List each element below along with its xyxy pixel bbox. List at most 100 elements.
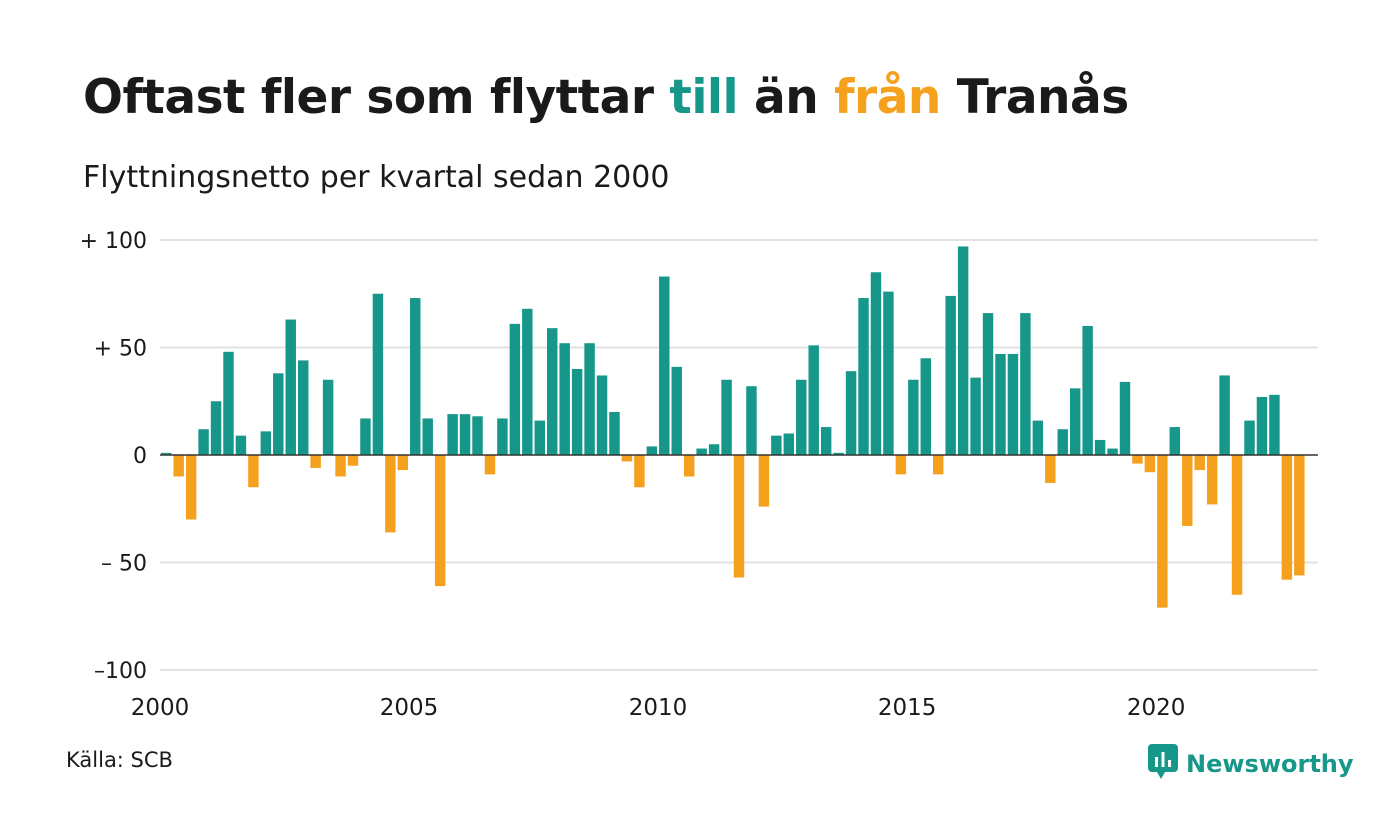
brand-name: Newsworthy <box>1186 750 1354 778</box>
bar-2018K4 <box>1094 439 1106 455</box>
bar-2022K3 <box>1281 455 1293 580</box>
bar-2001K2 <box>223 351 234 455</box>
y-axis-ticks: + 100 + 50 0 – 50 –100 <box>80 229 147 684</box>
bar-2020K4 <box>1194 455 1205 471</box>
bar-2003K3 <box>335 455 346 477</box>
bar-2009K4 <box>646 446 658 455</box>
title-word-fran: från <box>834 70 941 125</box>
bar-2005K3 <box>434 455 446 587</box>
bar-2015K1 <box>908 379 919 455</box>
bar-2020K1 <box>1157 455 1168 608</box>
bar-2021K3 <box>1231 455 1243 595</box>
bar-2006K4 <box>497 418 508 455</box>
bar-2017K4 <box>1045 455 1056 483</box>
bar-2005K1 <box>410 298 421 455</box>
bar-2016K1 <box>957 246 969 455</box>
bar-2002K4 <box>297 360 309 455</box>
bar-2011K3 <box>733 455 745 578</box>
bar-2022K4 <box>1294 455 1305 576</box>
title-part-1: Oftast fler som flyttar <box>83 70 670 125</box>
bar-2001K1 <box>210 401 222 455</box>
bar-2014K2 <box>870 272 882 455</box>
bar-2008K4 <box>596 375 608 455</box>
bar-2020K3 <box>1182 455 1193 526</box>
bar-2005K4 <box>447 414 458 455</box>
bar-2017K1 <box>1007 353 1019 455</box>
bar-2010K1 <box>659 276 670 455</box>
bar-2001K4 <box>248 455 259 488</box>
bar-2007K1 <box>509 323 521 455</box>
bar-2004K4 <box>397 455 409 471</box>
bar-2015K4 <box>945 295 956 455</box>
bar-2011K4 <box>746 386 757 455</box>
bar-2006K3 <box>484 455 496 475</box>
bar-2016K4 <box>995 353 1006 455</box>
x-tick-label: 2005 <box>380 695 439 721</box>
y-tick-label: –100 <box>94 659 147 684</box>
bar-2000K2 <box>173 455 184 477</box>
x-tick-label: 2020 <box>1127 695 1186 721</box>
bar-2002K3 <box>285 319 296 455</box>
x-tick-label: 2010 <box>629 695 688 721</box>
bar-2014K3 <box>883 291 894 455</box>
bar-2014K1 <box>858 298 869 455</box>
bar-2006K2 <box>472 416 483 455</box>
bar-2013K2 <box>820 427 832 455</box>
bar-2004K2 <box>372 293 384 455</box>
bar-2019K1 <box>1107 448 1118 455</box>
bar-2003K2 <box>322 379 334 455</box>
bar-2010K4 <box>696 448 707 455</box>
bar-2019K4 <box>1144 455 1156 473</box>
bar-2016K2 <box>970 377 981 455</box>
bar-2018K1 <box>1057 429 1068 455</box>
bar-2002K2 <box>273 373 284 455</box>
bar-2015K3 <box>933 455 944 475</box>
x-tick-label: 2000 <box>131 695 190 721</box>
bar-2013K1 <box>808 345 819 455</box>
bar-2020K2 <box>1169 427 1181 455</box>
bar-2000K1 <box>161 452 172 455</box>
y-tick-label: + 50 <box>94 337 147 362</box>
bar-2006K1 <box>459 414 471 455</box>
bar-2001K3 <box>235 435 247 455</box>
title-word-till: till <box>669 70 739 125</box>
chart-subtitle: Flyttningsnetto per kvartal sedan 2000 <box>83 160 670 195</box>
source-note: Källa: SCB <box>66 748 173 772</box>
bar-2013K4 <box>845 371 857 455</box>
bar-2019K2 <box>1119 381 1131 455</box>
bar-2021K1 <box>1206 455 1218 505</box>
title-part-3: Tranås <box>940 70 1129 125</box>
bars <box>161 246 1305 608</box>
bar-2008K1 <box>559 343 570 455</box>
title-part-2: än <box>738 70 835 125</box>
bar-2012K1 <box>758 455 770 507</box>
bar-2019K3 <box>1132 455 1143 464</box>
bar-2008K2 <box>571 369 583 455</box>
bar-2010K2 <box>671 366 682 455</box>
bar-2014K4 <box>895 455 907 475</box>
bar-2011K1 <box>708 444 720 455</box>
bar-2017K3 <box>1032 420 1044 455</box>
bar-2005K2 <box>422 418 433 455</box>
y-tick-label: + 100 <box>80 229 147 254</box>
bar-2004K3 <box>385 455 396 533</box>
bar-2022K2 <box>1269 394 1280 455</box>
bar-2003K1 <box>310 455 321 468</box>
bar-2007K4 <box>547 328 558 455</box>
bar-2000K4 <box>198 429 209 455</box>
bar-2012K4 <box>796 379 807 455</box>
bar-2013K3 <box>833 452 844 455</box>
bar-2012K3 <box>783 433 795 455</box>
chart-title: Oftast fler som flyttar till än från Tra… <box>83 70 1129 125</box>
bar-2000K3 <box>185 455 197 520</box>
bar-2009K1 <box>609 412 620 455</box>
bar-2008K3 <box>584 343 595 455</box>
bar-2021K2 <box>1219 375 1230 455</box>
bar-2022K1 <box>1256 396 1268 455</box>
bar-2009K2 <box>621 455 633 462</box>
bar-2011K2 <box>721 379 732 455</box>
bar-2009K3 <box>634 455 645 488</box>
y-tick-label: 0 <box>133 444 147 469</box>
x-axis-ticks: 2000 2005 2010 2015 2020 <box>131 695 1186 721</box>
